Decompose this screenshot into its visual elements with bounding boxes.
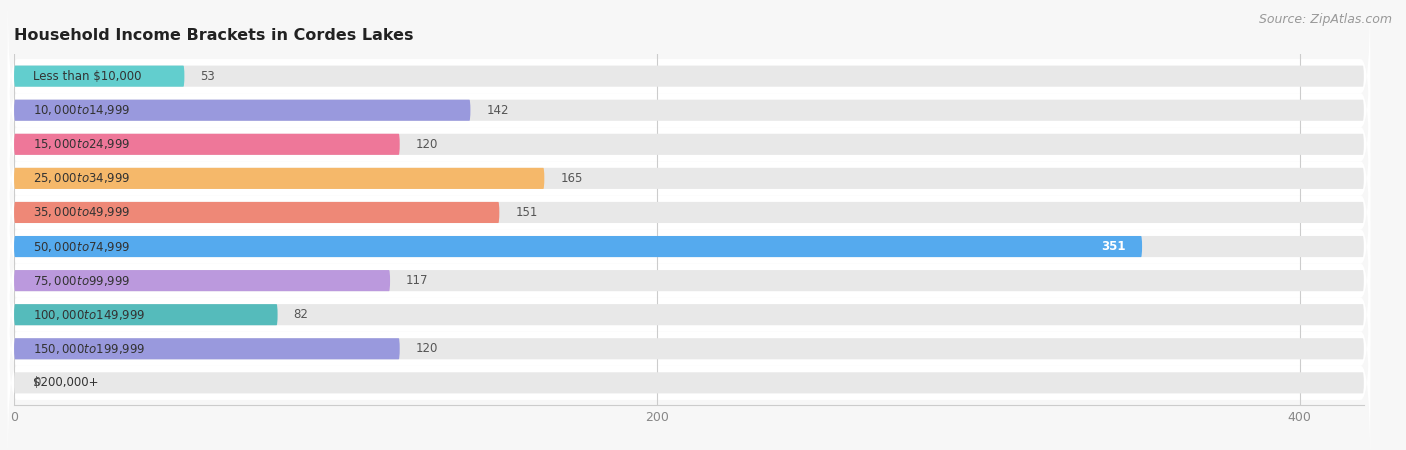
FancyBboxPatch shape [14,99,1364,121]
FancyBboxPatch shape [14,338,399,360]
Text: $15,000 to $24,999: $15,000 to $24,999 [34,137,131,151]
FancyBboxPatch shape [14,236,1142,257]
FancyBboxPatch shape [14,66,184,87]
Text: 151: 151 [516,206,537,219]
FancyBboxPatch shape [14,304,277,325]
FancyBboxPatch shape [7,93,1371,264]
Text: 120: 120 [416,138,439,151]
FancyBboxPatch shape [14,270,389,291]
Text: $150,000 to $199,999: $150,000 to $199,999 [34,342,146,356]
Text: $200,000+: $200,000+ [34,376,98,389]
Text: 351: 351 [1101,240,1126,253]
FancyBboxPatch shape [7,230,1371,400]
FancyBboxPatch shape [14,304,1364,325]
FancyBboxPatch shape [14,134,399,155]
FancyBboxPatch shape [7,25,1371,195]
FancyBboxPatch shape [14,372,1364,393]
Text: Household Income Brackets in Cordes Lakes: Household Income Brackets in Cordes Lake… [14,28,413,43]
FancyBboxPatch shape [14,236,1364,257]
FancyBboxPatch shape [14,99,471,121]
Text: Less than $10,000: Less than $10,000 [34,70,142,83]
Text: 53: 53 [201,70,215,83]
FancyBboxPatch shape [7,59,1371,230]
FancyBboxPatch shape [14,338,1364,360]
Text: $10,000 to $14,999: $10,000 to $14,999 [34,103,131,117]
Text: 165: 165 [561,172,582,185]
FancyBboxPatch shape [14,202,499,223]
Text: Source: ZipAtlas.com: Source: ZipAtlas.com [1258,14,1392,27]
Text: 142: 142 [486,104,509,117]
Text: 120: 120 [416,342,439,355]
Text: $25,000 to $34,999: $25,000 to $34,999 [34,171,131,185]
FancyBboxPatch shape [7,162,1371,332]
FancyBboxPatch shape [7,195,1371,366]
FancyBboxPatch shape [14,66,1364,87]
Text: $100,000 to $149,999: $100,000 to $149,999 [34,308,146,322]
Text: 117: 117 [406,274,429,287]
Text: 82: 82 [294,308,308,321]
FancyBboxPatch shape [14,168,544,189]
FancyBboxPatch shape [7,297,1371,450]
Text: $50,000 to $74,999: $50,000 to $74,999 [34,239,131,253]
FancyBboxPatch shape [7,264,1371,434]
Text: $75,000 to $99,999: $75,000 to $99,999 [34,274,131,288]
FancyBboxPatch shape [14,270,1364,291]
FancyBboxPatch shape [14,134,1364,155]
FancyBboxPatch shape [14,168,1364,189]
Text: 0: 0 [34,376,41,389]
FancyBboxPatch shape [14,202,1364,223]
Text: $35,000 to $49,999: $35,000 to $49,999 [34,206,131,220]
FancyBboxPatch shape [7,127,1371,297]
FancyBboxPatch shape [7,0,1371,162]
